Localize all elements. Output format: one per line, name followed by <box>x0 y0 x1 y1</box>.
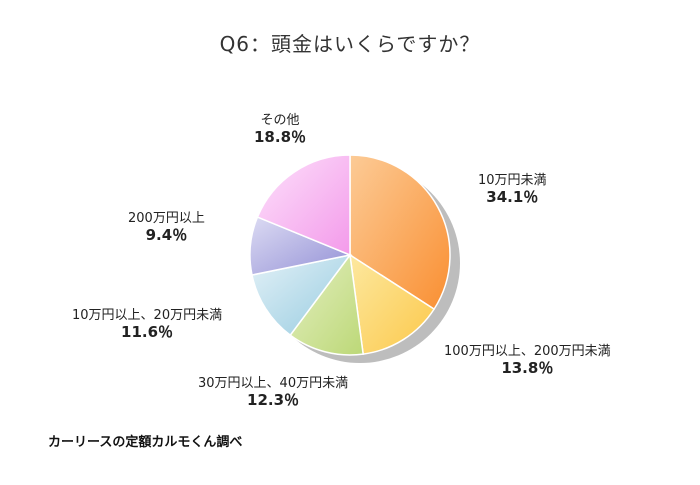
slice-label-1: 100万円以上、200万円未満 13.8％ <box>444 344 611 377</box>
pie-slice-3 <box>251 253 352 337</box>
pie-slice-2 <box>289 253 364 356</box>
slice-label-0: 10万円未満 34.1％ <box>478 173 547 206</box>
source-note: カーリースの定額カルモくん調べ <box>48 435 243 450</box>
slice-label-5: その他 18.8％ <box>254 113 307 146</box>
chart-title: Q6：頭金はいくらですか？ <box>219 32 481 56</box>
slice-label-4: 200万円以上 9.4％ <box>128 211 205 244</box>
pie-slice-5 <box>256 154 351 257</box>
slice-label-2: 30万円以上、40万円未満 12.3％ <box>198 376 349 409</box>
slice-label-3: 10万円以上、20万円未満 11.6％ <box>72 308 223 341</box>
pie-slice-1 <box>349 253 436 355</box>
